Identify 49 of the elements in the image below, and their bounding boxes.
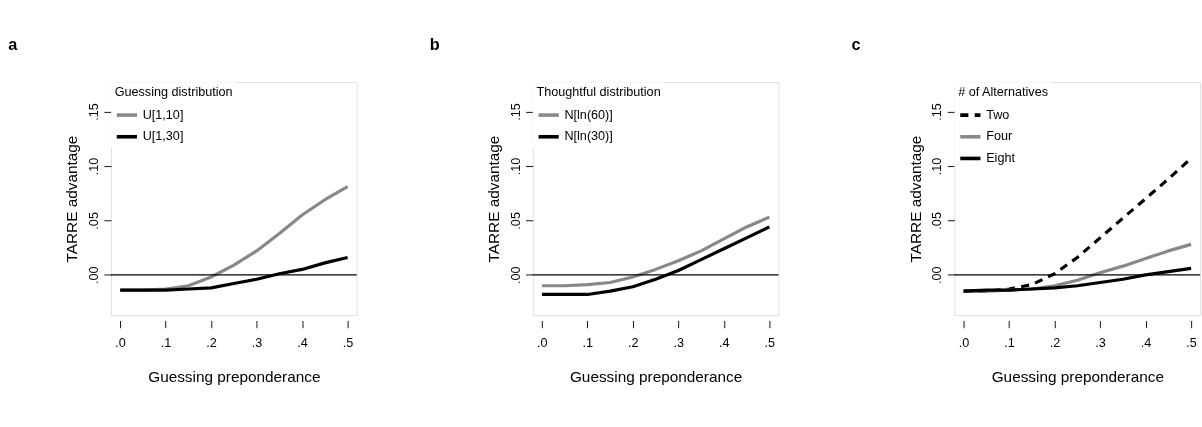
y-tick-label: .05 [508, 212, 523, 230]
legend-label: N[ln(30)] [564, 129, 613, 144]
y-tick-label: .00 [508, 266, 523, 285]
y-tick-label: .05 [86, 212, 101, 230]
x-tick-label: .4 [297, 336, 308, 351]
legend-label: Four [986, 129, 1013, 144]
x-tick-label: .3 [673, 336, 685, 351]
x-tick-label: .3 [1095, 336, 1106, 351]
x-axis-title: Guessing preponderance [991, 367, 1164, 385]
y-tick-label: .15 [508, 103, 523, 121]
x-tick-label: .0 [958, 336, 970, 351]
y-tick-label: .10 [86, 157, 101, 176]
legend-title: # of Alternatives [958, 84, 1049, 99]
x-tick-label: .5 [1186, 336, 1197, 351]
legend-label: U[1,10] [142, 107, 184, 122]
y-tick-label: .15 [930, 103, 945, 121]
x-tick-label: .3 [251, 336, 263, 351]
x-tick-label: .5 [764, 336, 776, 351]
y-tick-label: .00 [930, 266, 945, 285]
y-axis-title: TARRE advantage [484, 135, 502, 263]
x-tick-label: .4 [1140, 336, 1152, 351]
legend-label: U[1,30] [142, 129, 184, 144]
x-tick-label: .2 [206, 336, 217, 351]
legend-label: N[ln(60)] [564, 107, 613, 122]
x-tick-label: .0 [537, 336, 548, 351]
x-tick-label: .5 [342, 336, 354, 351]
y-tick-label: .10 [508, 157, 523, 176]
x-tick-label: .0 [115, 336, 126, 351]
y-tick-label: .10 [930, 157, 945, 176]
y-axis-title: TARRE advantage [63, 135, 81, 263]
x-axis-title: Guessing preponderance [148, 367, 321, 385]
chart-title: a [8, 34, 19, 53]
y-tick-label: .05 [930, 212, 945, 230]
y-tick-label: .15 [86, 103, 101, 121]
x-axis-title: Guessing preponderance [569, 367, 743, 385]
x-tick-label: .1 [160, 336, 172, 351]
legend-label: Two [986, 107, 1010, 122]
chart-title: b [429, 34, 440, 53]
y-axis-title: TARRE advantage [906, 135, 924, 263]
x-tick-label: .2 [628, 336, 639, 351]
legend-title: Guessing distribution [114, 84, 233, 99]
x-tick-label: .1 [582, 336, 594, 351]
y-tick-label: .00 [86, 266, 101, 285]
chart-title: c [851, 34, 861, 53]
x-tick-label: .1 [1004, 336, 1015, 351]
legend-label: Eight [986, 151, 1016, 166]
x-tick-label: .4 [719, 336, 730, 351]
x-tick-label: .2 [1049, 336, 1061, 351]
legend-title: Thoughtful distribution [536, 84, 661, 99]
